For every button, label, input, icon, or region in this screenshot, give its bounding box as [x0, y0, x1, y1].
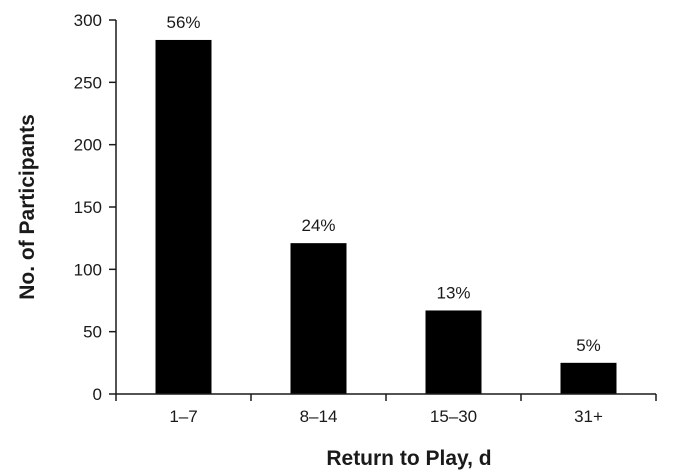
y-tick-label: 300	[74, 11, 102, 30]
bar-2	[290, 243, 347, 394]
data-label-3: 13%	[436, 283, 470, 302]
bar-1	[155, 39, 212, 395]
y-tick-label: 150	[74, 198, 102, 217]
y-tick-label: 0	[93, 385, 102, 404]
y-tick-label: 250	[74, 73, 102, 92]
data-label-1: 56%	[166, 13, 200, 32]
y-axis-ticks: 0 50 100 150 200 250 300	[74, 11, 116, 404]
data-label-2: 24%	[301, 216, 335, 235]
y-tick-label: 200	[74, 136, 102, 155]
y-tick-label: 100	[74, 260, 102, 279]
x-tick-label: 15–30	[430, 407, 477, 426]
y-tick-label: 50	[83, 323, 102, 342]
bar-3	[425, 310, 482, 394]
x-axis-ticks: 1–7 8–14 15–30 31+	[115, 394, 657, 426]
x-axis-title: Return to Play, d	[326, 447, 491, 470]
data-labels: 56% 24% 13% 5%	[166, 13, 600, 355]
y-axis-title: No. of Participants	[16, 114, 39, 300]
x-tick-label: 1–7	[169, 407, 197, 426]
x-tick-label: 31+	[574, 407, 603, 426]
bars	[155, 39, 617, 395]
x-tick-label: 8–14	[300, 407, 338, 426]
bar-4	[560, 362, 617, 394]
data-label-4: 5%	[576, 336, 601, 355]
